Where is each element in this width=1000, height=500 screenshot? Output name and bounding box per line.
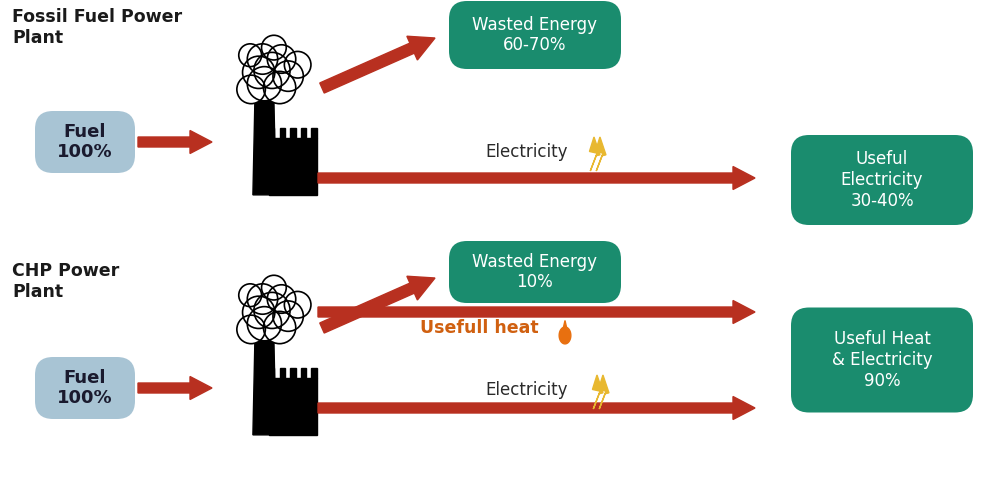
Circle shape — [263, 312, 296, 344]
Polygon shape — [320, 36, 435, 93]
Polygon shape — [253, 335, 276, 435]
FancyBboxPatch shape — [791, 135, 973, 225]
Circle shape — [273, 61, 303, 92]
FancyBboxPatch shape — [449, 1, 621, 69]
Polygon shape — [318, 166, 755, 190]
Circle shape — [247, 284, 278, 314]
Text: Useful
Electricity
30-40%: Useful Electricity 30-40% — [841, 150, 923, 210]
Circle shape — [273, 301, 303, 332]
Text: Electricity: Electricity — [485, 381, 568, 399]
Polygon shape — [253, 95, 276, 195]
Polygon shape — [280, 128, 285, 138]
FancyBboxPatch shape — [791, 308, 973, 412]
Circle shape — [262, 276, 286, 300]
Polygon shape — [138, 130, 212, 154]
Text: Electricity: Electricity — [485, 143, 568, 161]
Text: Fossil Fuel Power
Plant: Fossil Fuel Power Plant — [12, 8, 182, 47]
Circle shape — [243, 56, 275, 88]
Polygon shape — [269, 128, 274, 138]
Text: Usefull heat: Usefull heat — [420, 319, 539, 337]
Polygon shape — [563, 320, 567, 331]
Circle shape — [267, 45, 296, 74]
FancyBboxPatch shape — [449, 241, 621, 303]
Circle shape — [284, 52, 311, 78]
Polygon shape — [301, 368, 306, 378]
Circle shape — [237, 315, 265, 344]
Circle shape — [254, 292, 290, 328]
Polygon shape — [138, 376, 212, 400]
Polygon shape — [311, 128, 317, 138]
Text: Useful Heat
& Electricity
90%: Useful Heat & Electricity 90% — [832, 330, 932, 390]
FancyBboxPatch shape — [35, 111, 135, 173]
Circle shape — [247, 66, 282, 101]
Circle shape — [284, 292, 311, 318]
Polygon shape — [320, 276, 435, 333]
Circle shape — [262, 36, 286, 60]
Circle shape — [263, 72, 296, 104]
Polygon shape — [301, 128, 306, 138]
Polygon shape — [269, 138, 317, 195]
Polygon shape — [269, 368, 274, 378]
Text: Fuel
100%: Fuel 100% — [57, 122, 113, 162]
Polygon shape — [290, 128, 296, 138]
Circle shape — [267, 285, 296, 314]
Polygon shape — [595, 137, 606, 171]
Circle shape — [243, 296, 275, 328]
Circle shape — [239, 44, 262, 66]
Polygon shape — [589, 137, 600, 171]
Text: Fuel
100%: Fuel 100% — [57, 368, 113, 408]
Polygon shape — [592, 375, 603, 409]
Text: CHP Power
Plant: CHP Power Plant — [12, 262, 119, 301]
Polygon shape — [318, 300, 755, 324]
Circle shape — [247, 306, 282, 341]
Polygon shape — [290, 368, 296, 378]
Text: Wasted Energy
10%: Wasted Energy 10% — [473, 252, 598, 292]
Polygon shape — [280, 368, 285, 378]
Circle shape — [239, 284, 262, 306]
FancyBboxPatch shape — [35, 357, 135, 419]
Circle shape — [247, 44, 278, 74]
Circle shape — [237, 75, 265, 104]
Circle shape — [254, 52, 290, 88]
Polygon shape — [318, 396, 755, 419]
Polygon shape — [269, 378, 317, 435]
Text: Wasted Energy
60-70%: Wasted Energy 60-70% — [473, 16, 598, 54]
Polygon shape — [311, 368, 317, 378]
Polygon shape — [559, 327, 571, 344]
Polygon shape — [598, 375, 609, 409]
